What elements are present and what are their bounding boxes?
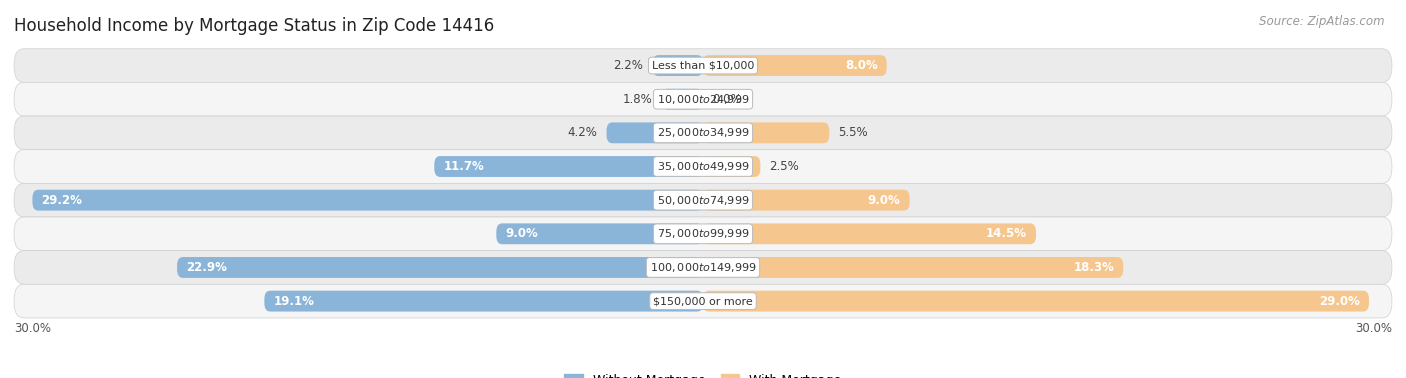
Text: $35,000 to $49,999: $35,000 to $49,999 [657, 160, 749, 173]
FancyBboxPatch shape [14, 150, 1392, 183]
Text: 19.1%: 19.1% [274, 294, 315, 308]
Text: 29.2%: 29.2% [42, 194, 83, 207]
Text: $75,000 to $99,999: $75,000 to $99,999 [657, 227, 749, 240]
Text: 4.2%: 4.2% [568, 126, 598, 139]
Text: Source: ZipAtlas.com: Source: ZipAtlas.com [1260, 15, 1385, 28]
Text: $50,000 to $74,999: $50,000 to $74,999 [657, 194, 749, 207]
FancyBboxPatch shape [496, 223, 703, 244]
FancyBboxPatch shape [177, 257, 703, 278]
Text: 8.0%: 8.0% [845, 59, 877, 72]
Text: 29.0%: 29.0% [1319, 294, 1360, 308]
FancyBboxPatch shape [703, 122, 830, 143]
FancyBboxPatch shape [14, 251, 1392, 284]
Text: Less than $10,000: Less than $10,000 [652, 60, 754, 71]
Text: $25,000 to $34,999: $25,000 to $34,999 [657, 126, 749, 139]
FancyBboxPatch shape [14, 284, 1392, 318]
FancyBboxPatch shape [703, 55, 887, 76]
FancyBboxPatch shape [606, 122, 703, 143]
FancyBboxPatch shape [434, 156, 703, 177]
Text: Household Income by Mortgage Status in Zip Code 14416: Household Income by Mortgage Status in Z… [14, 17, 495, 36]
Text: 5.5%: 5.5% [838, 126, 868, 139]
FancyBboxPatch shape [703, 257, 1123, 278]
FancyBboxPatch shape [14, 116, 1392, 150]
Text: 9.0%: 9.0% [868, 194, 900, 207]
Text: 30.0%: 30.0% [14, 322, 51, 335]
Text: $150,000 or more: $150,000 or more [654, 296, 752, 306]
Text: 9.0%: 9.0% [506, 227, 538, 240]
Text: 11.7%: 11.7% [443, 160, 484, 173]
Text: 0.0%: 0.0% [713, 93, 742, 106]
FancyBboxPatch shape [662, 89, 703, 110]
Text: 14.5%: 14.5% [986, 227, 1026, 240]
Legend: Without Mortgage, With Mortgage: Without Mortgage, With Mortgage [560, 369, 846, 378]
Text: $10,000 to $24,999: $10,000 to $24,999 [657, 93, 749, 106]
FancyBboxPatch shape [14, 183, 1392, 217]
Text: 2.5%: 2.5% [769, 160, 800, 173]
FancyBboxPatch shape [14, 217, 1392, 251]
FancyBboxPatch shape [14, 49, 1392, 82]
FancyBboxPatch shape [703, 291, 1369, 311]
FancyBboxPatch shape [264, 291, 703, 311]
FancyBboxPatch shape [32, 190, 703, 211]
Text: 22.9%: 22.9% [186, 261, 228, 274]
Text: 1.8%: 1.8% [623, 93, 652, 106]
Text: $100,000 to $149,999: $100,000 to $149,999 [650, 261, 756, 274]
Text: 2.2%: 2.2% [613, 59, 644, 72]
FancyBboxPatch shape [703, 190, 910, 211]
FancyBboxPatch shape [14, 82, 1392, 116]
FancyBboxPatch shape [652, 55, 703, 76]
FancyBboxPatch shape [703, 156, 761, 177]
Text: 30.0%: 30.0% [1355, 322, 1392, 335]
FancyBboxPatch shape [703, 223, 1036, 244]
Text: 18.3%: 18.3% [1073, 261, 1114, 274]
